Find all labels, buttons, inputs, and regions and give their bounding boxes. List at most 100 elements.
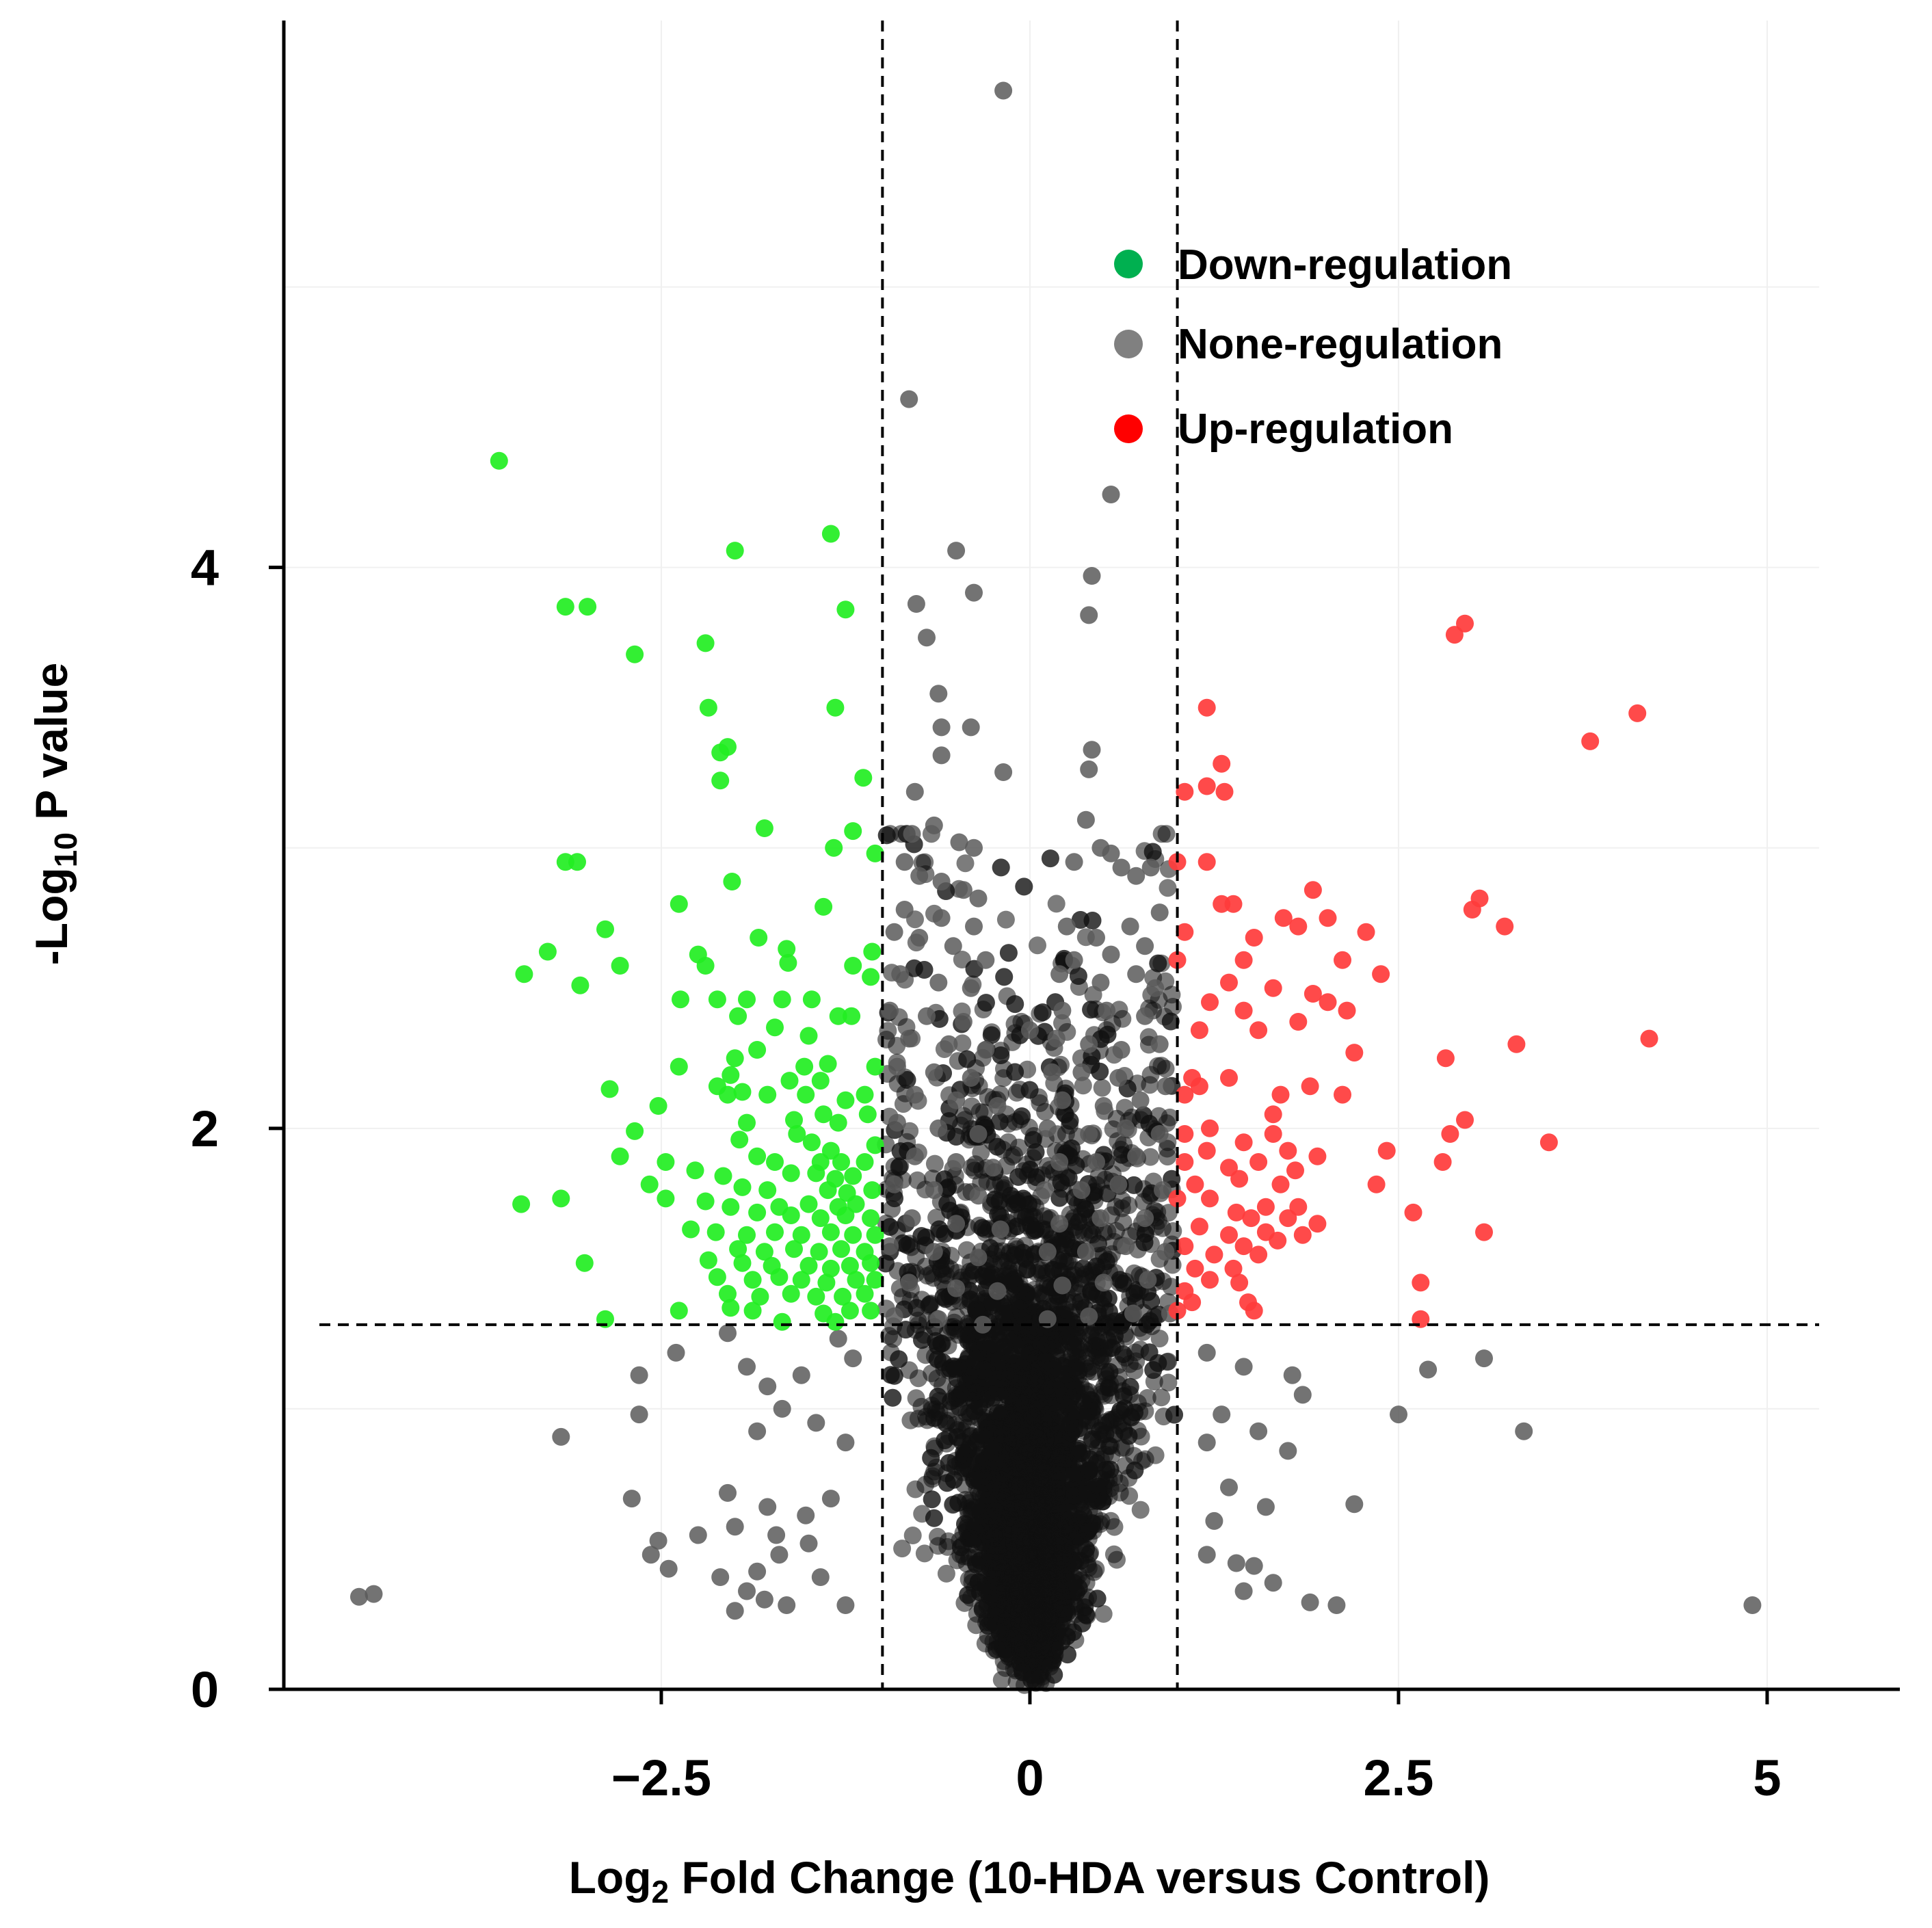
data-point-up — [1308, 1147, 1327, 1165]
data-point-none — [1100, 1362, 1119, 1381]
data-point-none — [1083, 567, 1101, 585]
data-point-down — [696, 957, 715, 975]
data-point-up — [1234, 1237, 1253, 1256]
data-point-none — [711, 1568, 730, 1586]
data-point-down — [829, 1113, 847, 1132]
data-point-down — [552, 1189, 570, 1208]
data-point-none — [1136, 937, 1154, 955]
data-point-down — [811, 1209, 830, 1228]
data-point-none — [925, 816, 943, 834]
data-point-none — [977, 951, 995, 969]
data-point-none — [1069, 967, 1087, 985]
data-point-up — [1269, 1231, 1287, 1250]
data-point-up — [1220, 1159, 1238, 1177]
data-point-none — [1094, 1605, 1113, 1623]
data-point-down — [843, 1007, 861, 1025]
data-point-none — [350, 1587, 368, 1606]
data-point-none — [1205, 1511, 1223, 1530]
data-point-none — [885, 923, 903, 941]
data-point-up — [1304, 985, 1322, 1003]
data-point-up — [1176, 1153, 1194, 1171]
data-point-none — [962, 718, 980, 737]
data-point-down — [821, 525, 840, 543]
data-point-none — [944, 937, 962, 955]
data-point-down — [699, 698, 717, 717]
data-point-none — [1390, 1405, 1407, 1424]
data-point-down — [748, 1041, 767, 1059]
data-point-none — [988, 1370, 1006, 1388]
data-point-up — [1289, 917, 1308, 936]
data-point-down — [841, 1256, 859, 1275]
data-point-none — [1099, 1379, 1117, 1397]
data-point-down — [719, 1085, 737, 1104]
data-point-down — [696, 1192, 715, 1211]
data-point-none — [910, 1369, 927, 1388]
data-point-none — [1143, 843, 1162, 861]
data-point-none — [1125, 1176, 1143, 1194]
data-point-none — [1091, 1209, 1110, 1228]
data-point-none — [953, 951, 971, 968]
data-point-none — [944, 1318, 962, 1336]
data-point-none — [1144, 1361, 1163, 1379]
data-point-down — [862, 1302, 880, 1320]
data-point-none — [1016, 1515, 1034, 1533]
data-point-down — [815, 897, 833, 916]
data-point-up — [1475, 1223, 1493, 1241]
data-point-up — [1367, 1175, 1386, 1193]
data-point-none — [649, 1531, 667, 1550]
data-point-down — [799, 1195, 818, 1213]
data-point-down — [686, 1161, 704, 1180]
data-point-none — [918, 1007, 936, 1025]
data-point-up — [1412, 1273, 1430, 1292]
data-point-none — [1099, 1331, 1117, 1349]
data-point-none — [1117, 1237, 1135, 1256]
data-point-down — [626, 645, 644, 663]
data-point-down — [836, 600, 855, 619]
x-tick-label: −2.5 — [611, 1749, 711, 1806]
data-point-none — [1102, 486, 1120, 503]
none-regulation-points — [350, 81, 1762, 1620]
data-point-none — [915, 1544, 934, 1563]
data-point-up — [1264, 1105, 1282, 1124]
data-point-none — [1345, 1495, 1364, 1514]
data-point-up — [1245, 929, 1263, 947]
data-point-none — [1138, 1389, 1156, 1407]
data-point-none — [1104, 1545, 1123, 1563]
data-point-none — [1038, 1243, 1057, 1261]
data-point-none — [996, 1343, 1014, 1361]
data-point-none — [989, 1205, 1007, 1224]
data-point-none — [1157, 825, 1176, 843]
data-point-none — [992, 1046, 1010, 1064]
data-point-up — [1256, 1198, 1275, 1216]
data-point-none — [1003, 1387, 1021, 1405]
data-point-down — [738, 1226, 756, 1244]
data-point-down — [575, 1254, 594, 1272]
data-point-none — [1065, 1486, 1083, 1505]
data-point-down — [657, 1153, 675, 1171]
data-point-none — [1051, 1583, 1070, 1601]
data-point-none — [947, 1279, 966, 1297]
data-point-down — [758, 1085, 777, 1104]
data-point-up — [1249, 1245, 1268, 1264]
data-point-none — [1113, 1146, 1131, 1164]
data-point-none — [925, 1063, 943, 1081]
data-point-none — [1094, 1273, 1113, 1292]
data-point-none — [1003, 1414, 1022, 1432]
data-point-down — [821, 1223, 840, 1241]
data-point-none — [755, 1590, 773, 1609]
data-point-down — [640, 1175, 659, 1193]
data-point-none — [929, 1387, 947, 1405]
data-point-none — [1124, 1304, 1142, 1323]
data-point-none — [1165, 1405, 1183, 1424]
data-point-none — [1197, 1343, 1216, 1362]
data-point-none — [906, 1480, 925, 1498]
data-point-none — [1131, 1091, 1150, 1109]
legend-label-none: None-regulation — [1178, 321, 1503, 368]
data-point-none — [719, 1324, 737, 1343]
data-point-up — [1304, 881, 1322, 899]
data-point-down — [847, 1271, 865, 1289]
data-point-none — [1152, 1388, 1171, 1407]
data-point-none — [885, 1307, 903, 1325]
data-point-none — [891, 965, 910, 983]
